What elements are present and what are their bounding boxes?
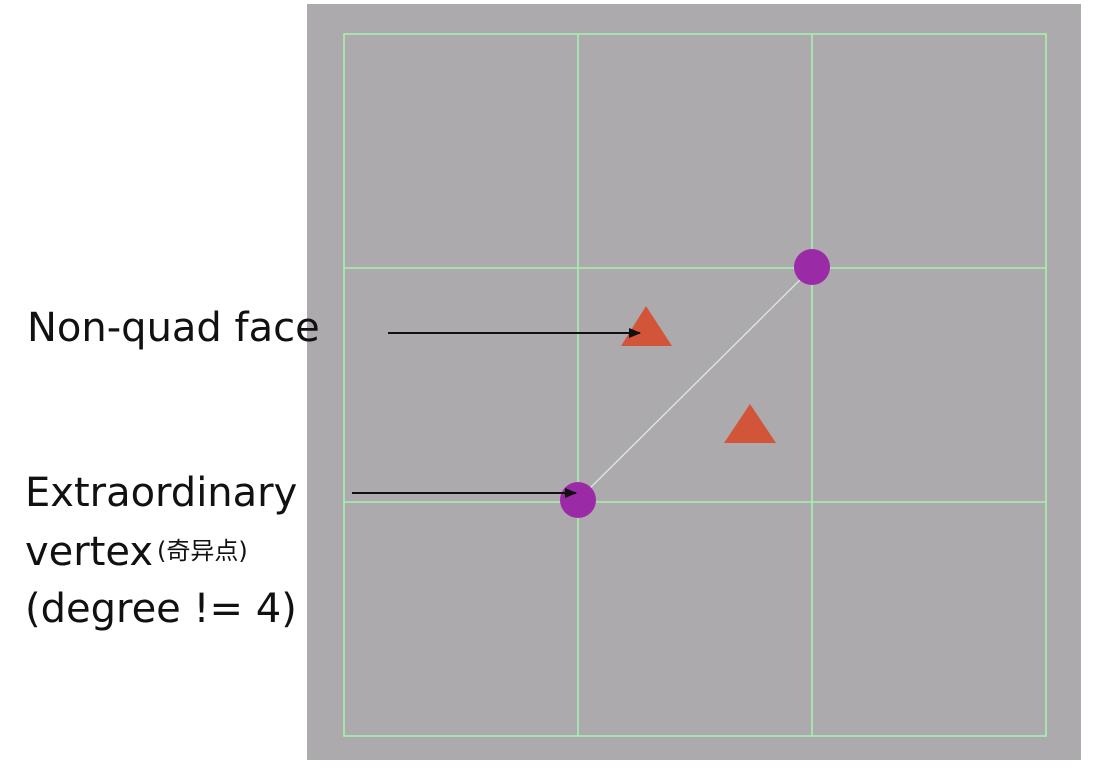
chinese-annotation: (奇异点) <box>157 537 248 565</box>
non-quad-face-label: Non-quad face <box>27 305 320 351</box>
mesh-panel <box>307 4 1081 760</box>
extraordinary-vertex-dot-icon <box>560 482 596 518</box>
extraordinary-vertex-dot-icon <box>794 249 830 285</box>
diagonal-edge <box>577 267 813 501</box>
vertex-word: vertex <box>25 529 153 575</box>
quad-grid <box>343 33 1047 737</box>
degree-condition-label: (degree != 4) <box>25 586 297 632</box>
non-quad-face-triangle-icon <box>724 404 776 443</box>
extraordinary-vertex-label-line1: Extraordinary <box>25 470 298 516</box>
grid-outer-border <box>343 33 1047 737</box>
extraordinary-vertex-label-line2: vertex (奇异点) <box>25 532 248 572</box>
